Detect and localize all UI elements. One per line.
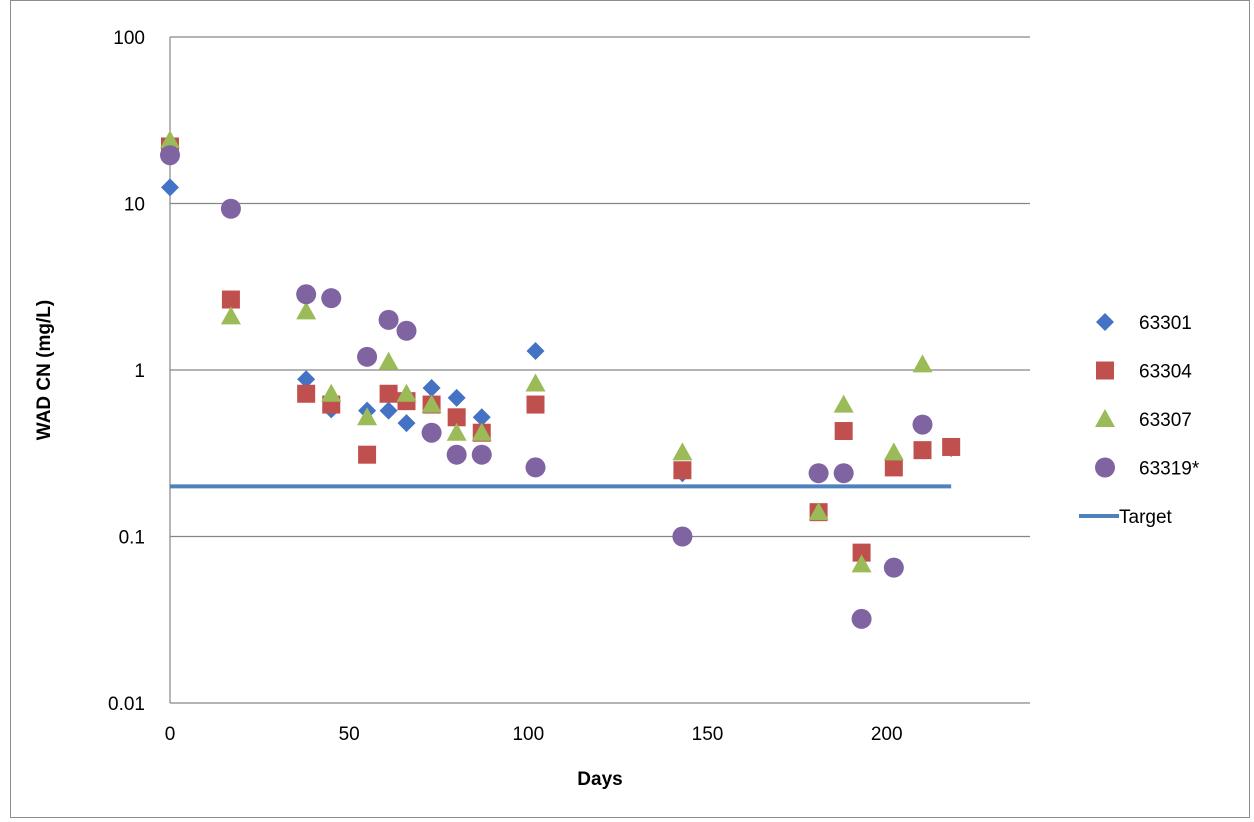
data-point: [358, 445, 377, 464]
y-tick-label: 100: [113, 28, 145, 49]
data-point: [379, 384, 398, 403]
data-point: [808, 463, 829, 484]
data-point: [851, 608, 872, 629]
data-point: [446, 444, 467, 465]
data-point: [321, 288, 342, 309]
data-point: [160, 130, 180, 149]
grid-layer: [170, 36, 1030, 538]
data-point: [396, 383, 417, 402]
y-tick-label: 0.01: [108, 694, 145, 715]
legend-label: 63319*: [1139, 459, 1200, 480]
x-tick-label: 200: [871, 724, 903, 745]
data-point: [446, 422, 467, 441]
data-point: [471, 422, 492, 441]
data-point: [220, 306, 241, 325]
data-point: [378, 351, 399, 370]
data-point: [942, 437, 961, 456]
data-point: [525, 373, 546, 392]
data-point: [912, 354, 933, 373]
x-tick-label: 100: [512, 724, 544, 745]
series-63307: [160, 130, 933, 573]
data-point: [221, 290, 240, 309]
data-point: [396, 320, 417, 341]
x-tick-label: 50: [339, 724, 360, 745]
x-axis-title: Days: [577, 769, 622, 790]
data-point: [297, 384, 316, 403]
data-point: [525, 457, 546, 478]
legend-item: 63319*: [1095, 457, 1200, 480]
data-point: [672, 526, 693, 547]
data-point: [357, 407, 378, 426]
data-point: [422, 378, 441, 397]
data-point: [379, 401, 398, 420]
data-point: [672, 442, 693, 461]
series-63319: [160, 145, 933, 629]
y-tick-label: 1: [134, 361, 145, 382]
data-point: [673, 461, 692, 480]
y-tick-label: 10: [124, 195, 145, 216]
legend-item: Target: [1079, 507, 1173, 528]
data-point: [447, 408, 466, 427]
data-point: [912, 414, 933, 435]
data-point: [472, 408, 491, 427]
legend-item: 63304: [1096, 361, 1192, 383]
data-point: [913, 441, 932, 460]
data-point: [296, 284, 317, 305]
data-point: [357, 346, 378, 367]
legend-swatch: [1095, 457, 1115, 478]
data-point: [397, 414, 416, 433]
data-point: [833, 463, 854, 484]
data-point: [161, 178, 179, 197]
data-point: [808, 502, 829, 521]
chart-frame: [10, 0, 1250, 818]
legend: 63301 63304 63307 63319* Target: [1079, 313, 1200, 528]
series-63304: [161, 137, 961, 562]
data-point: [321, 383, 342, 402]
data-point: [852, 543, 871, 562]
data-point: [834, 422, 853, 441]
data-point: [447, 388, 466, 407]
legend-item: 63301: [1096, 313, 1192, 334]
legend-swatch: [1096, 313, 1114, 331]
legend-label: 63307: [1139, 410, 1192, 431]
y-axis-title: WAD CN (mg/L): [34, 300, 55, 440]
data-point: [883, 557, 904, 578]
data-point: [296, 301, 317, 320]
series-layer: [160, 130, 961, 629]
data-point: [526, 395, 545, 414]
data-point: [471, 444, 492, 465]
x-tick-label: 150: [692, 724, 724, 745]
data-point: [297, 370, 316, 389]
axis-layer: 0.01 0.1 1 10 100 0 50 100 150 200: [108, 28, 1030, 745]
data-point: [220, 198, 241, 219]
legend-label: Target: [1119, 507, 1173, 528]
data-point: [378, 309, 399, 330]
legend-swatch: [1096, 361, 1114, 380]
legend-item: 63307: [1095, 409, 1192, 431]
data-point: [421, 394, 442, 413]
y-tick-label: 0.1: [119, 528, 145, 549]
data-point: [160, 145, 180, 166]
legend-swatch: [1095, 409, 1115, 427]
legend-label: 63304: [1139, 362, 1192, 383]
data-point: [421, 422, 442, 443]
data-point: [833, 394, 854, 413]
data-point: [883, 442, 904, 461]
data-point: [851, 554, 872, 573]
x-tick-label: 0: [165, 724, 176, 745]
data-point: [884, 458, 903, 477]
legend-label: 63301: [1139, 313, 1192, 334]
data-point: [526, 342, 545, 361]
